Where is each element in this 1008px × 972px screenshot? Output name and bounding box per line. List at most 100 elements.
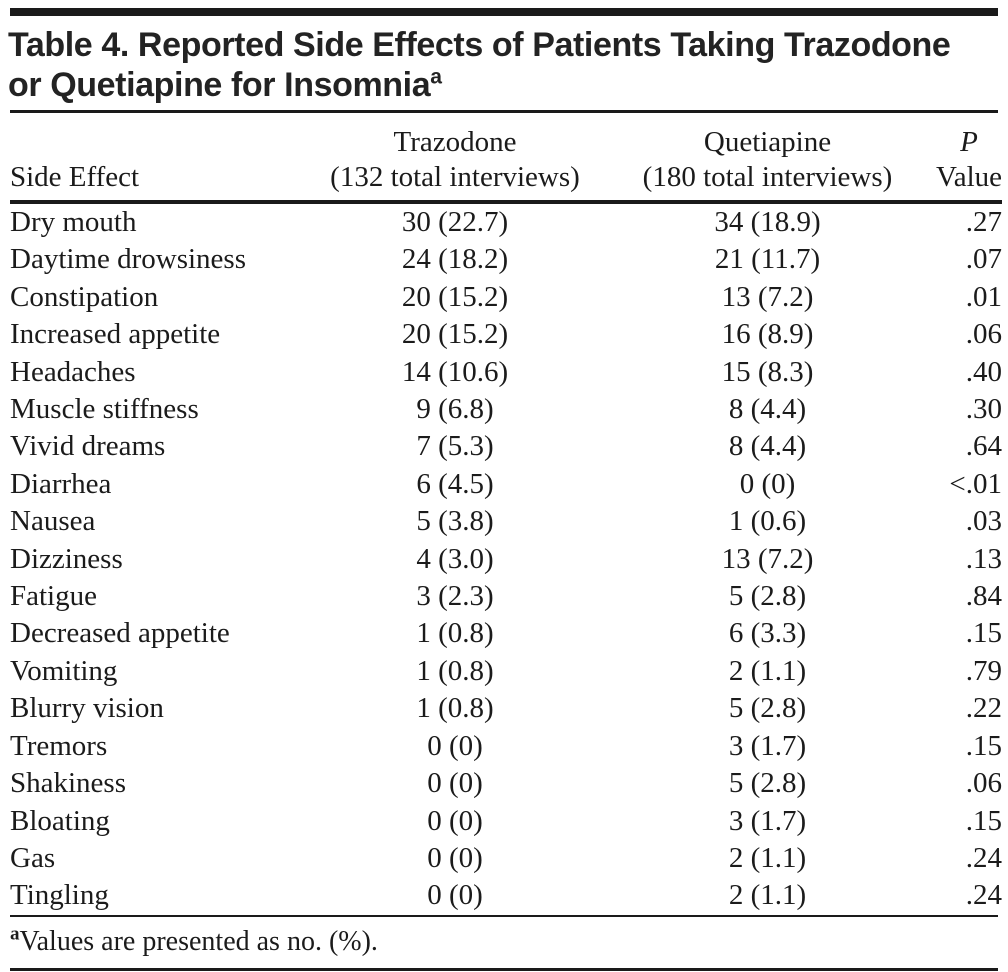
quetiapine-cell: 1 (0.6) [728, 505, 807, 538]
p-value-cell: .27 [965, 206, 1002, 238]
trazodone-cell: 20 (15.2) [401, 280, 509, 313]
table-row: Bloating 0 (0) 3 (1.7) .15 [10, 803, 1002, 840]
quetiapine-cell: 15 (8.3) [721, 355, 814, 388]
p-value-cell: .01 [965, 280, 1002, 313]
header-trazodone: Trazodone (132 total interviews) [300, 113, 610, 204]
quetiapine-cell: 5 (2.8) [728, 580, 807, 613]
header-quetiapine-name: Quetiapine [703, 126, 832, 158]
trazodone-cell: 7 (5.3) [416, 430, 494, 463]
quetiapine-cell: 13 (7.2) [721, 280, 814, 313]
bottom-rule [10, 967, 998, 971]
trazodone-cell: 24 (18.2) [401, 243, 509, 276]
table-row: Increased appetite 20 (15.2) 16 (8.9) .06 [10, 316, 1002, 353]
quetiapine-cell: 34 (18.9) [714, 206, 821, 238]
p-value-cell: .13 [965, 542, 1002, 575]
header-trazodone-n: (132 total interviews) [330, 161, 580, 193]
trazodone-cell: 1 (0.8) [416, 692, 494, 725]
header-p-value: P Value [925, 113, 1002, 204]
side-effect-cell: Tingling [10, 879, 109, 912]
p-value-cell: .30 [965, 393, 1002, 426]
quetiapine-cell: 8 (4.4) [728, 393, 807, 426]
side-effect-cell: Headaches [10, 355, 136, 388]
header-row: Side Effect Trazodone (132 total intervi… [10, 113, 1002, 204]
title-divider-rule [10, 110, 998, 113]
table-row: Dry mouth 30 (22.7) 34 (18.9) .27 [10, 202, 1002, 241]
side-effect-cell: Constipation [10, 280, 159, 313]
p-value-cell: .07 [965, 243, 1002, 276]
quetiapine-cell: 3 (1.7) [728, 729, 807, 762]
table-title: Table 4. Reported Side Effects of Patien… [8, 25, 1000, 105]
trazodone-cell: 6 (4.5) [416, 467, 494, 500]
table-header: Side Effect Trazodone (132 total intervi… [10, 113, 1002, 204]
header-p-symbol: P [960, 126, 978, 158]
side-effect-cell: Daytime drowsiness [10, 243, 246, 276]
table-title-superscript: a [430, 65, 442, 89]
footnote-superscript: a [10, 923, 20, 945]
p-value-cell: .24 [965, 841, 1002, 874]
side-effect-cell: Nausea [10, 505, 96, 538]
side-effect-cell: Tremors [10, 729, 108, 762]
quetiapine-cell: 5 (2.8) [728, 692, 807, 725]
trazodone-cell: 30 (22.7) [401, 206, 509, 238]
trazodone-cell: 0 (0) [427, 879, 483, 912]
side-effect-cell: Increased appetite [10, 318, 221, 351]
side-effect-cell: Dizziness [10, 542, 123, 575]
header-p-value-wrap: P Value [936, 125, 1002, 195]
p-value-cell: .03 [965, 505, 1002, 538]
header-quetiapine: Quetiapine (180 total interviews) [610, 113, 925, 204]
p-value-cell: .84 [965, 580, 1002, 613]
table-row: Vomiting 1 (0.8) 2 (1.1) .79 [10, 653, 1002, 690]
side-effects-table: Side Effect Trazodone (132 total intervi… [10, 113, 1002, 915]
table-row: Decreased appetite 1 (0.8) 6 (3.3) .15 [10, 615, 1002, 652]
quetiapine-cell: 2 (1.1) [728, 879, 807, 912]
table-row: Daytime drowsiness 24 (18.2) 21 (11.7) .07 [10, 241, 1002, 278]
trazodone-cell: 0 (0) [427, 841, 483, 874]
header-trazodone-name: Trazodone [393, 126, 517, 158]
trazodone-cell: 0 (0) [427, 767, 483, 800]
quetiapine-cell: 6 (3.3) [728, 617, 807, 650]
table-row: Nausea 5 (3.8) 1 (0.6) .03 [10, 503, 1002, 540]
side-effect-cell: Gas [10, 841, 56, 874]
trazodone-cell: 5 (3.8) [416, 505, 494, 538]
p-value-cell: .24 [965, 879, 1002, 912]
trazodone-cell: 4 (3.0) [416, 542, 494, 575]
table-footnote: aValues are presented as no. (%). [10, 917, 998, 968]
table-title-line1: Table 4. Reported Side Effects of Patien… [8, 26, 951, 64]
header-p-value-label: Value [935, 161, 1002, 193]
side-effect-cell: Bloating [10, 804, 110, 837]
p-value-cell: .06 [965, 318, 1002, 351]
trazodone-cell: 20 (15.2) [401, 318, 509, 351]
table-row: Vivid dreams 7 (5.3) 8 (4.4) .64 [10, 428, 1002, 465]
quetiapine-cell: 5 (2.8) [728, 767, 807, 800]
trazodone-cell: 0 (0) [427, 729, 483, 762]
quetiapine-cell: 21 (11.7) [714, 243, 821, 276]
p-value-cell: .40 [965, 355, 1002, 388]
p-value-cell: .15 [965, 617, 1002, 650]
table-row: Fatigue 3 (2.3) 5 (2.8) .84 [10, 578, 1002, 615]
table-row: Tingling 0 (0) 2 (1.1) .24 [10, 877, 1002, 914]
header-quetiapine-n: (180 total interviews) [642, 161, 893, 193]
table-row: Gas 0 (0) 2 (1.1) .24 [10, 840, 1002, 877]
trazodone-cell: 0 (0) [427, 804, 483, 837]
table-row: Headaches 14 (10.6) 15 (8.3) .40 [10, 354, 1002, 391]
quetiapine-cell: 8 (4.4) [728, 430, 807, 463]
header-side-effect: Side Effect [10, 113, 300, 204]
side-effect-cell: Decreased appetite [10, 617, 230, 650]
table-row: Constipation 20 (15.2) 13 (7.2) .01 [10, 279, 1002, 316]
quetiapine-cell: 16 (8.9) [721, 318, 814, 351]
p-value-cell: .22 [965, 692, 1002, 725]
quetiapine-cell: 3 (1.7) [728, 804, 807, 837]
side-effect-cell: Dry mouth [10, 206, 137, 238]
footnote-divider-rule [10, 914, 998, 917]
trazodone-cell: 14 (10.6) [401, 355, 509, 388]
quetiapine-cell: 13 (7.2) [721, 542, 814, 575]
quetiapine-cell: 2 (1.1) [728, 841, 807, 874]
trazodone-cell: 9 (6.8) [416, 393, 494, 426]
trazodone-cell: 3 (2.3) [416, 580, 494, 613]
quetiapine-cell: 0 (0) [739, 467, 796, 500]
p-value-cell: .15 [965, 804, 1002, 837]
side-effect-cell: Muscle stiffness [10, 393, 199, 426]
side-effect-cell: Vivid dreams [10, 430, 166, 463]
side-effect-cell: Blurry vision [10, 692, 164, 725]
